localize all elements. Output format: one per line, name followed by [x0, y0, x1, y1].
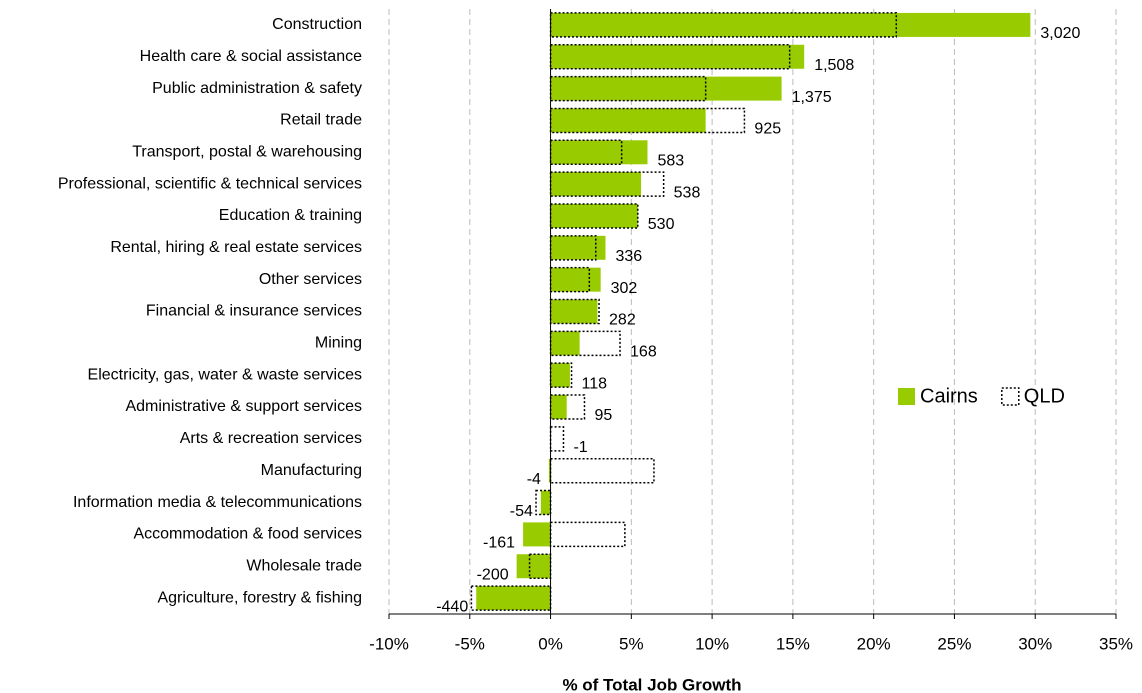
bar-cairns [516, 554, 551, 579]
y-tick-label: Mining [315, 335, 362, 352]
bar-qld [549, 362, 573, 388]
bar-qld [549, 12, 898, 38]
y-tick-label: Arts & recreation services [180, 430, 362, 447]
bar-qld [549, 171, 665, 197]
y-tick-label: Other services [259, 271, 362, 288]
y-tick-label: Construction [272, 16, 362, 33]
data-label: -440 [436, 598, 468, 615]
bar-cairns [550, 76, 782, 101]
y-tick-label: Rental, hiring & real estate services [110, 239, 362, 256]
bar-cairns [550, 140, 648, 165]
bar-qld [549, 330, 621, 357]
data-label: 282 [609, 312, 636, 329]
data-label: -1 [573, 439, 587, 456]
data-label: -200 [477, 566, 509, 583]
data-label: 530 [648, 216, 675, 233]
bar-cairns [550, 44, 805, 69]
data-label: -4 [527, 471, 541, 488]
y-tick-label: Agriculture, forestry & fishing [157, 589, 362, 606]
data-label: -161 [483, 535, 515, 552]
x-tick-label: -5% [455, 634, 485, 653]
bar-cairns [523, 522, 551, 547]
y-tick-label: Electricity, gas, water & waste services [88, 366, 362, 383]
x-tick-label: 30% [1018, 634, 1052, 653]
bar-cairns [550, 267, 601, 292]
data-label: 1,508 [814, 57, 854, 74]
bar-qld [535, 489, 552, 516]
legend-label: QLD [1024, 385, 1065, 407]
x-tick-label: 25% [937, 634, 971, 653]
bar-cairns [550, 203, 638, 228]
data-label: -54 [510, 503, 533, 520]
data-label: 168 [630, 344, 657, 361]
bar-qld [549, 426, 565, 452]
data-label: 3,020 [1040, 25, 1080, 42]
bar-qld [549, 235, 597, 261]
bar-cairns [550, 299, 598, 324]
y-tick-label: Education & training [219, 207, 362, 224]
data-label: 1,375 [792, 89, 832, 106]
y-tick-label: Financial & insurance services [146, 303, 362, 320]
legend-swatch [898, 388, 915, 405]
y-tick-label: Administrative & support services [125, 398, 362, 415]
data-label: 583 [657, 153, 684, 170]
y-tick-label: Public administration & safety [152, 80, 362, 97]
data-label: 925 [754, 121, 781, 138]
x-tick-label: 0% [538, 634, 563, 653]
x-tick-label: 15% [776, 634, 810, 653]
bar-qld [549, 457, 655, 484]
legend-label: Cairns [920, 385, 978, 407]
x-axis-title: % of Total Job Growth [562, 675, 741, 693]
bar-qld [549, 521, 626, 548]
bar-cairns [476, 586, 551, 611]
bar-cairns [550, 331, 580, 356]
data-label: 118 [582, 375, 608, 392]
bar-cairns [550, 363, 570, 388]
data-label: 538 [674, 184, 701, 201]
x-tick-label: 20% [857, 634, 891, 653]
y-tick-label: Accommodation & food services [133, 526, 362, 543]
y-tick-label: Retail trade [280, 112, 362, 129]
y-tick-label: Wholesale trade [246, 557, 362, 574]
data-label: 95 [594, 407, 612, 424]
bar-cairns [550, 395, 567, 420]
legend-swatch [1001, 387, 1020, 406]
x-tick-label: 10% [695, 634, 729, 653]
bar-qld [549, 107, 746, 134]
bar-qld [549, 75, 707, 102]
bar-cairns [550, 235, 606, 260]
y-tick-label: Transport, postal & warehousing [132, 144, 362, 161]
bar-cairns [548, 458, 551, 483]
data-label: 336 [615, 248, 642, 265]
data-label: 302 [611, 280, 638, 297]
bar-cairns [550, 108, 706, 133]
bar-qld [549, 394, 586, 420]
y-tick-label: Professional, scientific & technical ser… [58, 175, 362, 192]
x-tick-label: 35% [1099, 634, 1133, 653]
y-tick-label: Health care & social assistance [140, 48, 362, 65]
bar-cairns [550, 172, 642, 197]
y-tick-label: Information media & telecommunications [73, 494, 362, 511]
x-tick-label: -10% [369, 634, 409, 653]
bar-cairns [540, 490, 551, 515]
bar-cairns [550, 12, 1031, 37]
y-tick-label: Manufacturing [261, 462, 362, 479]
x-tick-label: 5% [619, 634, 644, 653]
